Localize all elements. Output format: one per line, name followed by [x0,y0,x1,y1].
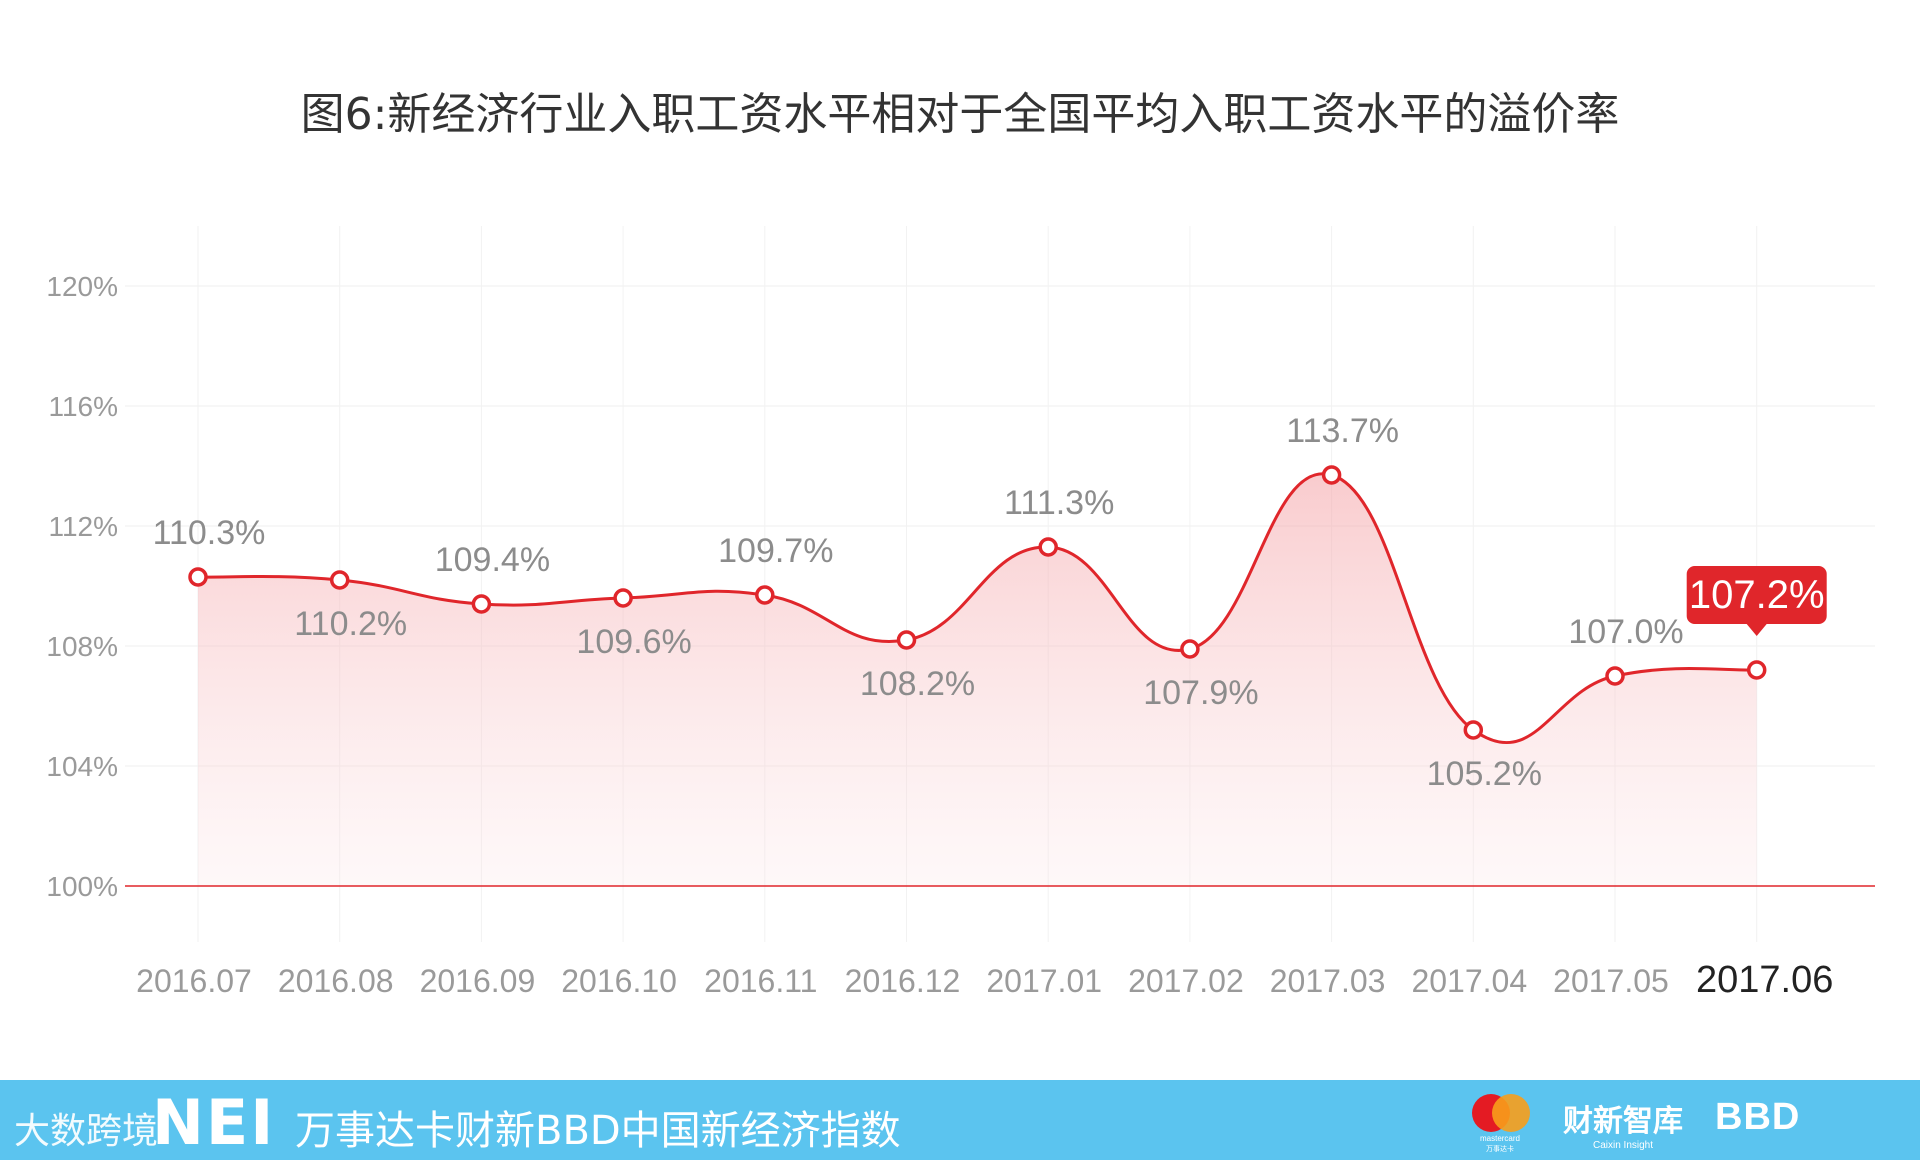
data-point [1746,660,1767,680]
data-label: 108.2% [860,665,975,703]
x-tick-label: 2017.02 [1128,963,1244,999]
data-point [471,594,492,614]
y-tick-label: 104% [46,751,118,782]
data-point [1463,720,1484,740]
data-label: 109.4% [435,541,550,579]
area-layer [198,473,1757,886]
data-label: 107.0% [1568,613,1683,651]
data-point [1321,465,1342,485]
y-tick-label: 112% [48,511,118,542]
axis-layer: 100% 104% 108% 112% 116% 120% 2016.07 2016.08 20… [46,271,1875,1001]
chart-canvas: 110.3% 110.2% 109.4% 109.6% 109.7% 108.2% 111.… [46,226,1875,1001]
data-label: 109.7% [718,532,833,570]
watermark: 大数跨境 [14,1111,159,1152]
data-point [613,588,633,608]
bbd-logo: BBD [1715,1096,1801,1138]
footer-bar: 大数跨境 NEI 万事达卡财新BBD中国新经济指数 mastercard 万事达… [0,1080,1920,1160]
x-tick-label: 2016.11 [704,963,817,999]
mastercard-logo: mastercard 万事达卡 [1470,1094,1530,1154]
caixin-main: 财新智库 [1563,1104,1683,1139]
caixin-logo: 财新智库 Caixin Insight [1563,1096,1683,1151]
data-label: 109.6% [576,623,691,661]
x-tick-label: 2016.09 [420,963,536,999]
mastercard-orange-circle [1492,1094,1530,1132]
footer-title: 万事达卡财新BBD中国新经济指数 [295,1108,901,1154]
label-layer: 110.3% 110.2% 109.4% 109.6% 109.7% 108.2% 111.… [153,412,1827,793]
y-tick-label: 120% [46,271,118,302]
nei-logo: NEI [152,1086,276,1159]
x-tick-label: 2017.03 [1270,963,1386,999]
point-layer [188,465,1767,740]
x-tick-label: 2017.04 [1411,963,1527,999]
x-tick-label: 2016.12 [845,963,961,999]
chart-title: 图6:新经济行业入职工资水平相对于全国平均入职工资水平的溢价率 [300,89,1620,140]
data-point [1038,537,1058,557]
x-tick-label: 2017.05 [1553,963,1669,999]
data-point [1605,666,1625,686]
data-label: 113.7% [1286,412,1399,450]
data-label: 110.2% [294,605,407,643]
mastercard-subtext: 万事达卡 [1486,1146,1514,1153]
y-tick-label: 116% [48,391,118,422]
data-label: 111.3% [1004,484,1114,522]
data-label: 107.9% [1143,674,1258,712]
data-point [188,567,208,587]
highlight-label: 107.2% [1686,566,1827,636]
y-tick-label: 100% [46,871,118,902]
highlight-label-bg [1686,566,1827,624]
y-tick-label: 108% [46,631,118,662]
series-area [198,473,1757,886]
data-point [755,585,775,605]
data-point [329,570,350,590]
x-tick-label: 2016.10 [561,963,677,999]
caixin-sub: Caixin Insight [1592,1140,1654,1151]
highlight-label-pointer [1746,624,1767,636]
data-label: 110.3% [153,514,266,552]
mastercard-text: mastercard [1479,1134,1520,1143]
x-tick-label: 2016.08 [278,963,394,999]
data-point [896,630,917,650]
data-point [1180,639,1200,659]
x-tick-label: 2017.06 [1696,959,1833,1001]
data-label: 107.2% [1689,573,1825,617]
x-tick-label: 2017.01 [986,963,1102,999]
x-tick-label: 2016.07 [136,963,252,999]
data-label: 105.2% [1427,755,1542,793]
